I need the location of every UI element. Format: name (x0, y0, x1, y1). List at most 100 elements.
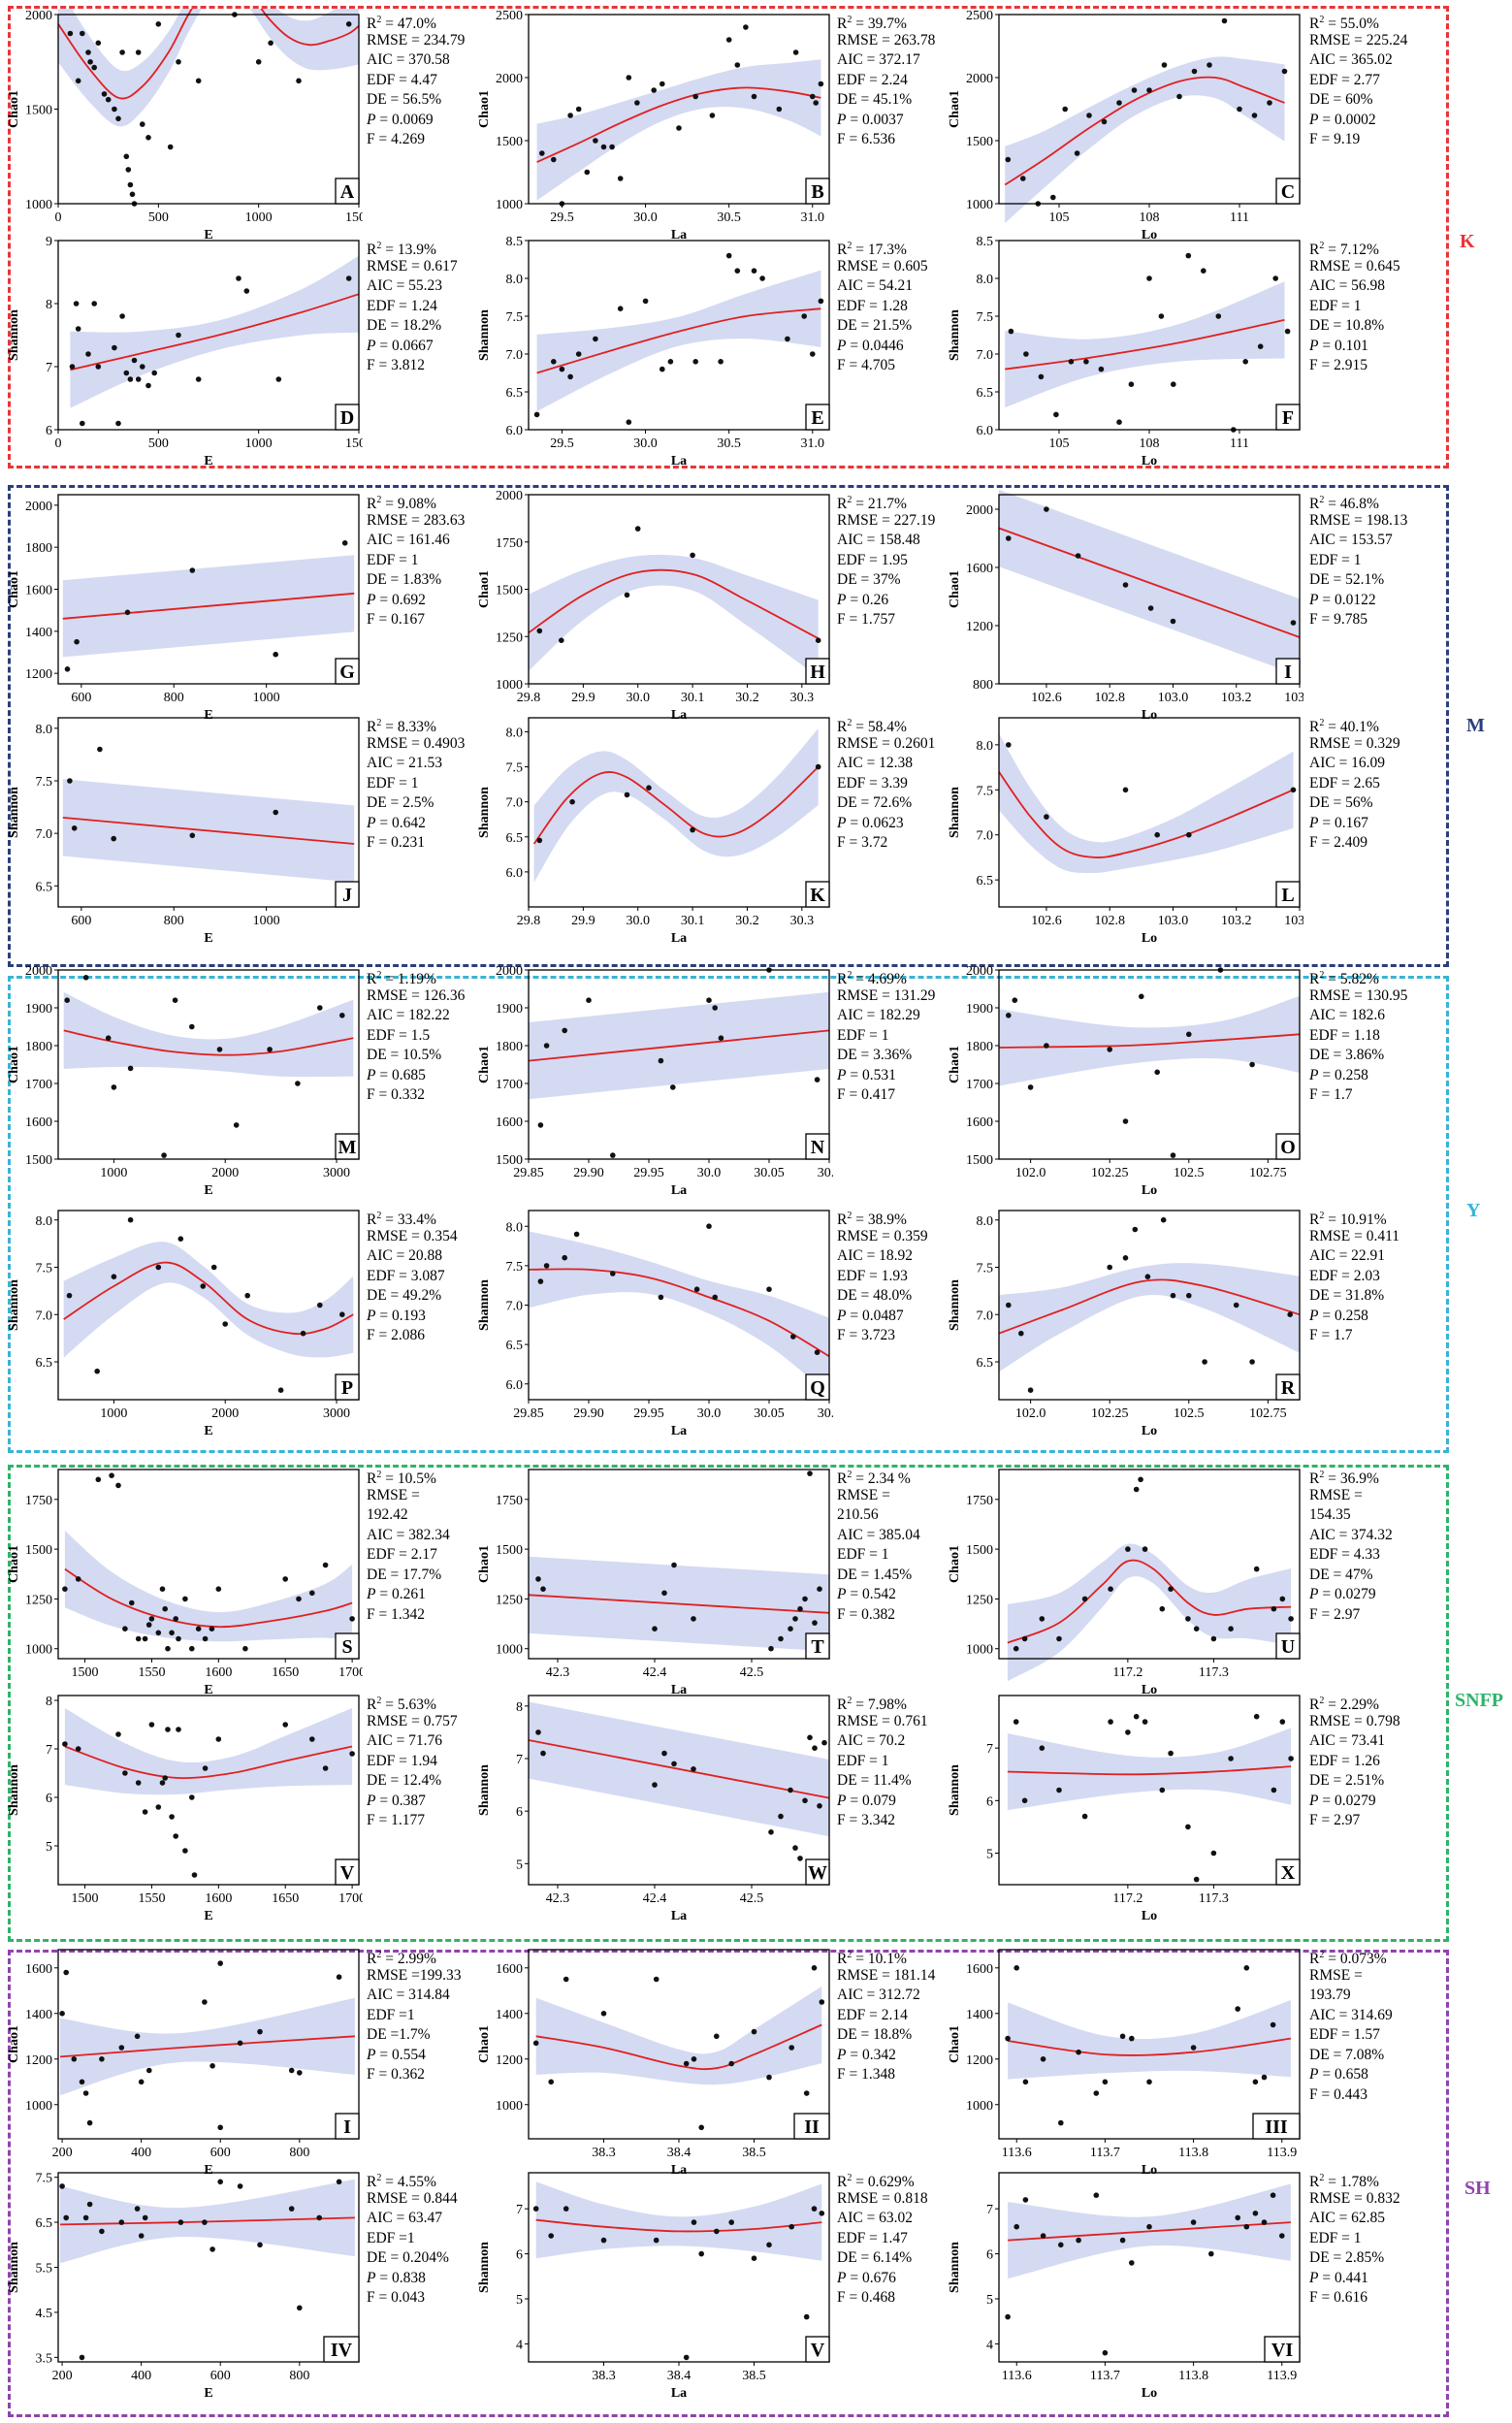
stat-text: EDF = 1.28 (837, 297, 908, 314)
x-tick-label: 2000 (211, 1406, 239, 1421)
stats-line: RMSE = 0.354 (367, 1227, 458, 1247)
data-point (73, 301, 80, 307)
confidence-band (1007, 1728, 1292, 1811)
stat-italic: P (367, 2269, 376, 2286)
stats-line: P = 0.531 (837, 1066, 935, 1086)
data-point (652, 1626, 658, 1631)
stat-italic: P (367, 1307, 376, 1324)
stat-text: = 0.554 (375, 2046, 426, 2063)
stat-text: = 39.7% (852, 16, 907, 33)
data-point (1027, 1387, 1034, 1393)
x-tick-label: 1550 (138, 1665, 165, 1680)
chart-panel-g: 600 800 1000 1200 1400 1600 1800 2000 E Chao1 G (8, 489, 363, 725)
data-point (651, 87, 657, 93)
stat-text: F = 0.043 (367, 2289, 425, 2306)
data-point (288, 2067, 295, 2074)
chart-panel-r: 102.0 102.25 102.5 102.75 6.5 7.0 7.5 8.0 Lo Shan… (949, 1205, 1303, 1440)
stat-text: F = 0.468 (837, 2289, 895, 2306)
data-point (1012, 997, 1018, 1003)
data-point (811, 2206, 818, 2212)
stat-symbol: R (837, 1212, 848, 1229)
y-axis-label: Shannon (949, 787, 962, 838)
data-point (810, 351, 816, 357)
chart-panel-j: 600 800 1000 6.5 7.0 7.5 8.0 E Shannon J (8, 712, 363, 948)
data-point (1146, 2223, 1152, 2230)
panel-label-box (1275, 178, 1301, 205)
data-point (540, 1586, 546, 1592)
data-point (1006, 535, 1012, 541)
stat-text: RMSE = (367, 1486, 420, 1503)
x-axis-label: Lo (1142, 454, 1157, 468)
stats-line: RMSE = 225.24 (1309, 31, 1407, 51)
x-tick-label: 42.4 (643, 1891, 667, 1906)
x-tick-label: 30.0 (697, 1406, 722, 1421)
panel-label: V (340, 1862, 355, 1884)
data-point (692, 93, 698, 100)
confidence-band (999, 1263, 1300, 1373)
y-tick-label: 1800 (25, 1040, 52, 1054)
stat-symbol: R (367, 496, 377, 513)
data-point (802, 1797, 808, 1804)
data-point (119, 313, 125, 319)
data-point (148, 1616, 155, 1622)
stat-text: RMSE = 0.605 (837, 257, 928, 275)
stat-superscript: 2 (1319, 970, 1325, 981)
y-axis-label: Shannon (478, 309, 492, 361)
data-point (75, 1746, 81, 1752)
data-point (1228, 1756, 1234, 1761)
stat-text: AIC = 55.23 (367, 277, 443, 294)
x-tick-label: 0 (55, 436, 62, 451)
data-point (812, 1745, 818, 1751)
stat-text: RMSE = 198.13 (1309, 511, 1408, 529)
stat-text: = 10.1% (852, 1951, 907, 1968)
stats-line: F = 0.382 (837, 1605, 920, 1626)
data-point (797, 1605, 803, 1612)
chart-panel-x: 117.2 117.3 5 6 7 Lo Shannon X (949, 1690, 1303, 1925)
stats-line: EDF = 1 (1309, 2229, 1400, 2249)
stat-superscript: 2 (376, 1950, 382, 1960)
stat-italic: P (367, 814, 376, 831)
stat-text: F = 0.231 (367, 834, 425, 851)
stat-superscript: 2 (376, 495, 382, 505)
stats-line: P = 0.26 (837, 591, 935, 611)
stat-text: = 0.658 (1318, 2066, 1368, 2083)
stat-text: = 5.82% (1324, 971, 1379, 988)
stats-line: AIC = 372.17 (837, 50, 935, 71)
plot-frame (57, 1469, 360, 1660)
data-point (296, 1596, 302, 1602)
x-tick-label: 400 (131, 2369, 151, 2383)
x-tick-label: 30.3 (790, 914, 815, 928)
stat-text: = 0.531 (846, 1066, 896, 1083)
data-point (273, 809, 278, 816)
stats-line: EDF = 1 (837, 1545, 920, 1566)
x-tick-label: 102.6 (1031, 691, 1062, 705)
data-point (145, 135, 151, 141)
data-point (1271, 1605, 1277, 1612)
data-point (1119, 2237, 1126, 2244)
y-tick-label: 6.0 (506, 424, 524, 438)
data-point (300, 1330, 306, 1337)
data-point (1133, 1713, 1140, 1720)
stats-line: AIC = 63.02 (837, 2209, 928, 2229)
panel-label-box (1264, 2336, 1301, 2363)
stat-superscript: 2 (1319, 241, 1325, 251)
data-point (349, 1751, 355, 1757)
x-axis-label: E (204, 931, 212, 946)
stats-line: AIC = 54.21 (837, 276, 928, 297)
data-point (709, 113, 716, 118)
stats-line: F = 6.536 (837, 130, 935, 150)
x-tick-label: 29.90 (573, 1166, 604, 1180)
x-tick-label: 1650 (272, 1891, 299, 1906)
data-point (691, 2056, 697, 2062)
stat-symbol: R (367, 2174, 377, 2191)
panel-label: M (338, 1137, 357, 1158)
stat-text: AIC = 372.17 (837, 51, 920, 68)
stats-line: 193.79 (1309, 1986, 1393, 2006)
y-tick-label: 2000 (25, 9, 52, 23)
y-tick-label: 7.0 (977, 348, 994, 363)
data-point (817, 1803, 822, 1809)
stat-text: 154.35 (1309, 1506, 1351, 1523)
data-point (803, 2090, 810, 2096)
stat-text: AIC = 182.29 (837, 1007, 920, 1023)
y-tick-label: 1600 (496, 1962, 523, 1977)
